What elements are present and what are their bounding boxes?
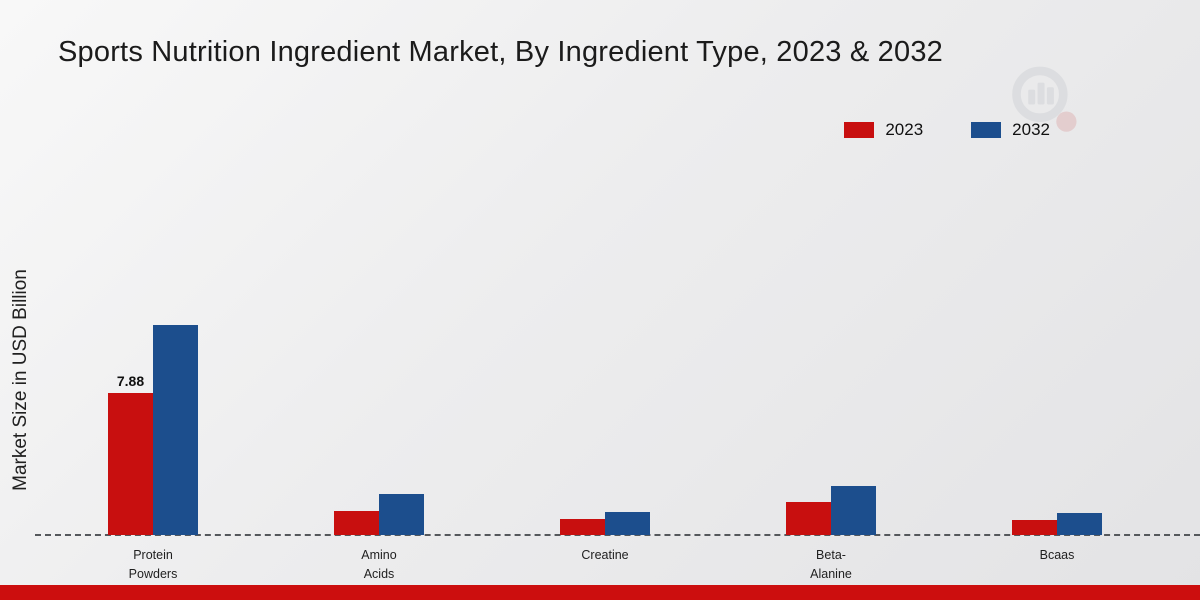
category-label: Creatine xyxy=(581,548,629,562)
legend-label: 2032 xyxy=(1012,120,1050,139)
plot-area: 7.88 Protein Powders Amino Acids Creatine Beta… xyxy=(40,130,1170,581)
legend-item-2032[interactable]: 2032 xyxy=(971,120,1050,140)
legend: 2023 2032 xyxy=(844,120,1050,140)
legend-item-2023[interactable]: 2023 xyxy=(844,120,923,140)
bar-group: Amino Acids xyxy=(334,493,424,581)
legend-label: 2023 xyxy=(885,120,924,139)
brand-logo xyxy=(1004,60,1082,143)
bar-2023-protein-powders[interactable]: 7.88 xyxy=(108,373,153,535)
bar-group: 7.88 Protein Powders xyxy=(108,325,198,581)
chart-title: Sports Nutrition Ingredient Market, By I… xyxy=(58,36,943,68)
category-label: Beta- Alanine xyxy=(810,548,852,581)
bar-group: Bcaas xyxy=(1012,513,1102,562)
bar-group: Beta- Alanine xyxy=(786,486,876,581)
category-label: Amino Acids xyxy=(361,548,397,581)
bar-2032-protein-powders[interactable] xyxy=(153,325,198,535)
bar-2023-amino-acids[interactable] xyxy=(334,510,379,535)
bar-2032-bcaas[interactable] xyxy=(1057,513,1102,535)
category-label: Bcaas xyxy=(1039,548,1075,562)
bar-2023-creatine[interactable] xyxy=(560,518,605,535)
bar-2032-amino-acids[interactable] xyxy=(379,493,424,535)
category-label: Protein Powders xyxy=(128,548,178,581)
bottom-accent-bar xyxy=(0,585,1200,600)
legend-swatch xyxy=(971,122,1002,138)
bar-group: Creatine xyxy=(560,511,650,562)
magnifier-bars-icon xyxy=(1012,66,1077,132)
bar-2032-creatine[interactable] xyxy=(605,511,650,535)
value-label: 7.88 xyxy=(116,373,145,390)
legend-swatch xyxy=(844,122,875,138)
bar-2023-beta-alanine[interactable] xyxy=(786,501,831,535)
bar-2023-bcaas[interactable] xyxy=(1012,519,1057,535)
y-axis-label: Market Size in USD Billion xyxy=(10,269,31,491)
bar-2032-beta-alanine[interactable] xyxy=(831,486,876,535)
x-axis-line xyxy=(35,534,1200,536)
